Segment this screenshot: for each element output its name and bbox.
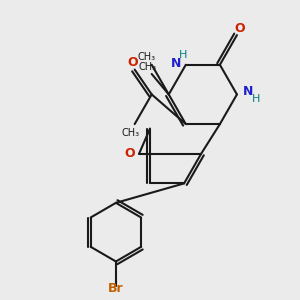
Text: O: O [234,22,245,35]
Text: O: O [128,56,138,68]
Text: H: H [251,94,260,103]
Text: N: N [243,85,253,98]
Text: O: O [124,147,135,160]
Text: N: N [170,57,181,70]
Text: CH₃: CH₃ [137,52,156,62]
Text: CH₃: CH₃ [122,128,140,138]
Text: Br: Br [108,282,124,295]
Text: H: H [179,50,187,60]
Text: CH₃: CH₃ [139,62,157,72]
